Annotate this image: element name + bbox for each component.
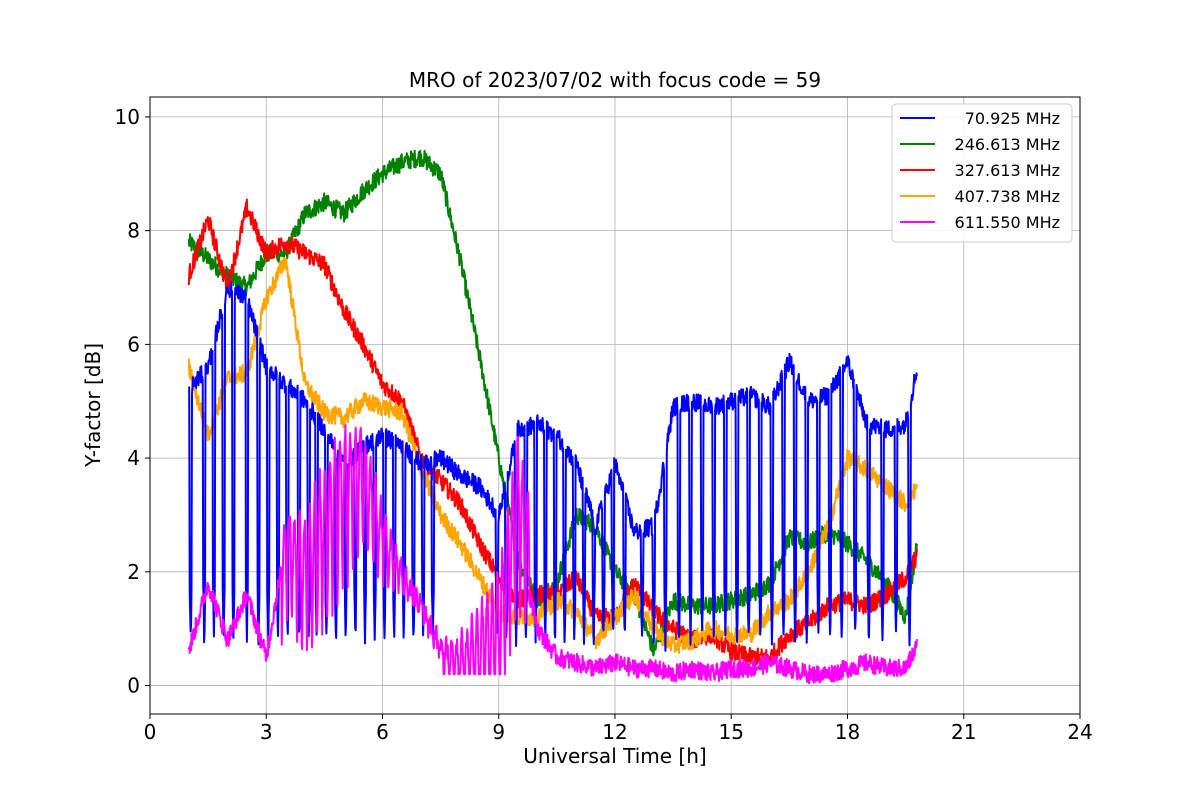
x-tick-label: 0 [144, 720, 157, 744]
y-tick-label: 6 [127, 332, 140, 356]
series-area [187, 149, 918, 685]
legend-label-327-613: 327.613 MHz [955, 161, 1060, 180]
series-line-611-550 [187, 424, 918, 685]
y-tick-label: 2 [127, 560, 140, 584]
legend-label-611-550: 611.550 MHz [955, 213, 1060, 232]
x-axis-label: Universal Time [h] [523, 744, 706, 768]
legend-box [891, 103, 1073, 243]
y-tick-label: 0 [127, 674, 140, 698]
legend-label-70-925: 70.925 MHz [965, 109, 1060, 128]
x-tick-label: 15 [719, 720, 744, 744]
x-tick-label: 3 [260, 720, 273, 744]
y-tick-label: 10 [115, 105, 140, 129]
series-line-70-925 [187, 281, 918, 652]
x-tick-label: 18 [835, 720, 860, 744]
x-tick-label: 21 [951, 720, 976, 744]
legend-label-246-613: 246.613 MHz [955, 135, 1060, 154]
x-tick-label: 9 [492, 720, 505, 744]
x-tick-label: 6 [376, 720, 389, 744]
y-tick-label: 8 [127, 219, 140, 243]
legend: 70.925 MHz 246.613 MHz 327.613 MHz 407.738 … [891, 103, 1073, 243]
y-tick-label: 4 [127, 446, 140, 470]
chart-title: MRO of 2023/07/02 with focus code = 59 [409, 68, 821, 92]
x-tick-label: 12 [602, 720, 627, 744]
legend-label-407-738: 407.738 MHz [955, 187, 1060, 206]
y-axis-label: Y-factor [dB] [81, 343, 105, 468]
x-tick-label: 24 [1067, 720, 1092, 744]
